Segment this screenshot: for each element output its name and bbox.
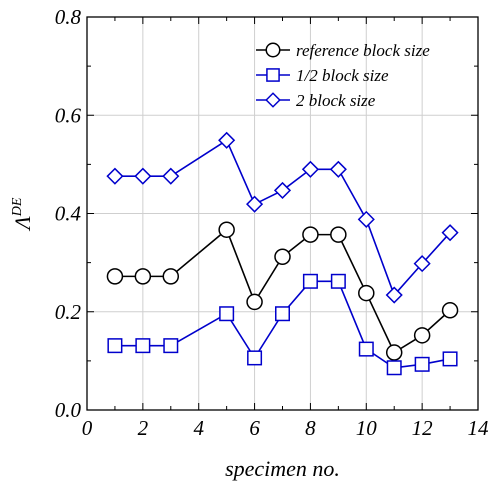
data-point-square [163, 338, 179, 354]
x-axis-label: specimen no. [225, 456, 340, 481]
data-point-circle [413, 327, 431, 344]
data-point-square [386, 360, 402, 376]
x-tick-label: 10 [356, 416, 378, 440]
data-point-circle [265, 42, 281, 58]
data-point-diamond [357, 210, 375, 228]
data-point-circle [162, 268, 180, 285]
data-point-diamond [134, 167, 152, 185]
data-point-diamond [301, 160, 319, 178]
ticks [86, 16, 479, 411]
data-point-diamond [441, 224, 459, 242]
data-point-circle [302, 226, 319, 243]
y-tick-label: 0.8 [55, 5, 82, 29]
data-point-circle [358, 284, 375, 302]
data-point-circle [106, 268, 124, 285]
data-point-square [414, 356, 430, 372]
data-point-square [275, 306, 290, 322]
legend-entry-3: 2 block size [256, 91, 376, 110]
x-tick-label: 14 [468, 416, 490, 440]
data-point-circle [246, 293, 263, 311]
data-point-diamond [106, 167, 124, 185]
data-point-square [302, 273, 318, 289]
x-tick-label: 2 [138, 416, 149, 440]
data-point-diamond [246, 195, 264, 213]
data-point-circle [330, 226, 347, 243]
data-point-square [266, 68, 280, 82]
data-point-diamond [162, 167, 180, 185]
data-point-circle [134, 268, 152, 285]
y-tick-label: 0.2 [55, 300, 82, 324]
x-tick-label: 8 [305, 416, 316, 440]
y-tick-label: 0.0 [55, 398, 82, 422]
x-tick-label: 4 [193, 416, 204, 440]
series-1 [106, 221, 459, 361]
series-3 [106, 131, 459, 304]
legend: reference block size 1/2 block size 2 bloc… [256, 41, 430, 110]
y-tick-label: 0.6 [55, 103, 82, 127]
data-point-square [442, 351, 458, 367]
legend-label: 1/2 block size [296, 66, 389, 85]
y-axis-label-main: Λ [10, 215, 35, 231]
x-tick-label: 12 [412, 416, 434, 440]
series-line [114, 228, 451, 354]
y-axis-label: ΛDE [10, 197, 35, 231]
data-point-circle [218, 221, 235, 238]
data-point-circle [274, 248, 291, 265]
series-2 [107, 273, 458, 376]
x-tick-label: 6 [249, 416, 260, 440]
legend-entry-2: 1/2 block size [256, 66, 389, 85]
x-tick-label: 0 [82, 416, 93, 440]
data-point-diamond [265, 92, 281, 108]
data-point-circle [385, 344, 403, 361]
y-axis-label-sup: DE [10, 197, 25, 217]
data-point-square [330, 273, 346, 289]
data-point-diamond [273, 181, 292, 199]
data-point-square [247, 350, 263, 366]
data-point-diamond [218, 131, 236, 149]
legend-label: 2 block size [296, 91, 376, 110]
data-point-diamond [385, 286, 403, 304]
legend-label: reference block size [296, 41, 430, 60]
y-tick-label: 0.4 [55, 202, 82, 226]
data-point-diamond [413, 255, 431, 273]
data-point-square [219, 306, 235, 322]
data-point-diamond [329, 160, 347, 178]
data-point-square [135, 338, 151, 354]
data-point-circle [441, 302, 459, 319]
data-point-square [107, 338, 123, 354]
legend-entry-1: reference block size [256, 41, 430, 60]
tick-labels: 0 2 4 6 8 10 12 14 0.0 0.2 0.4 0.6 0.8 [55, 5, 489, 440]
series-layer [106, 131, 459, 376]
data-point-square [358, 341, 374, 357]
